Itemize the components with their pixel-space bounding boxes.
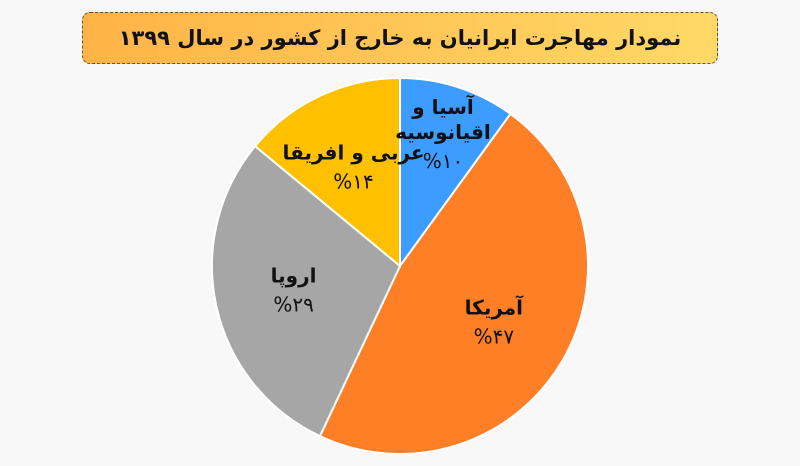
pie-slice (399, 76, 512, 270)
slice-label: آسیا و اقیانوسیه %۱۰ (393, 95, 493, 173)
value-label: %۱۰ (422, 148, 464, 173)
slice-label: آمریکا %۴۷ (465, 295, 523, 348)
value-label: %۲۹ (273, 292, 314, 317)
value-label: %۱۴ (333, 169, 374, 194)
pie-slice (318, 112, 589, 455)
slice-label: اروپا %۲۹ (271, 263, 317, 316)
pie-slice (211, 144, 402, 438)
slice-label: عربی و افریقا %۱۴ (283, 141, 425, 194)
category-label: اروپا (270, 263, 317, 288)
category-label: آسیا و اقیانوسیه (395, 94, 491, 144)
category-label: آمریکا (464, 295, 524, 319)
value-label: %۴۷ (473, 324, 515, 348)
pie-slice (253, 76, 401, 269)
chart-title: نمودار مهاجرت ایرانیان به خارج از کشور د… (82, 12, 718, 64)
category-label: عربی و افریقا (282, 140, 425, 165)
